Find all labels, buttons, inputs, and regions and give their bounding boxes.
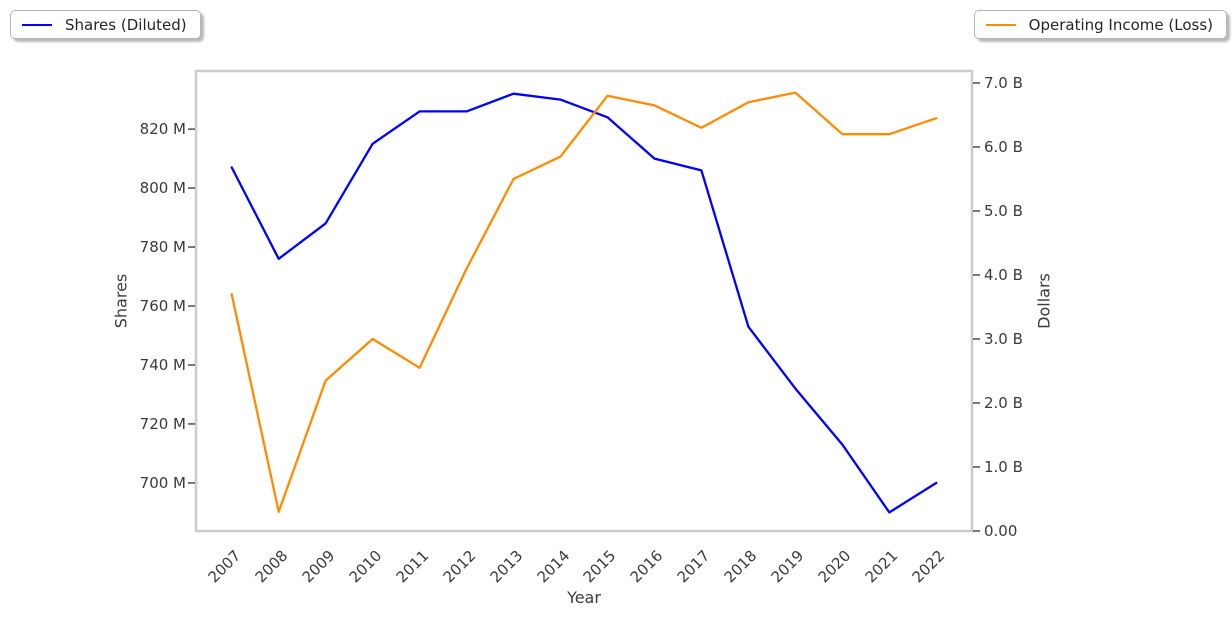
right-axis-title: Dollars <box>1034 273 1054 329</box>
legend-label-shares: Shares (Diluted) <box>65 15 187 34</box>
left-tick-label: 800 M <box>139 179 186 198</box>
left-tick-label: 820 M <box>139 120 186 139</box>
right-tick-label: 4.0 B <box>984 266 1023 284</box>
left-tick-label: 740 M <box>139 355 186 374</box>
plot-border <box>194 69 974 533</box>
legend-shares-diluted: Shares (Diluted) <box>10 10 201 39</box>
left-tick-label: 700 M <box>139 473 186 492</box>
legend-operating-income: Operating Income (Loss) <box>973 10 1227 39</box>
left-tick-label: 760 M <box>139 297 186 315</box>
legend-line-orange-icon <box>985 23 1016 26</box>
series-line-shares-diluted <box>230 92 938 514</box>
right-tick-label: 0.00 <box>984 522 1018 540</box>
right-tick-label: 3.0 B <box>984 330 1023 348</box>
right-tick-label: 6.0 B <box>984 138 1023 156</box>
x-axis-title: Year <box>567 588 601 607</box>
left-tick-label: 780 M <box>139 238 186 257</box>
series-line-operating-income <box>230 91 938 513</box>
right-tick-label: 2.0 B <box>984 394 1023 412</box>
right-tick-label: 1.0 B <box>984 458 1023 476</box>
left-axis-title: Shares <box>111 273 131 329</box>
left-tick-label: 720 M <box>139 414 186 433</box>
right-tick-label: 7.0 B <box>984 74 1023 92</box>
legend-line-blue-icon <box>22 23 52 26</box>
right-tick-label: 5.0 B <box>984 202 1023 220</box>
legend-label-operating-income: Operating Income (Loss) <box>1028 15 1213 34</box>
